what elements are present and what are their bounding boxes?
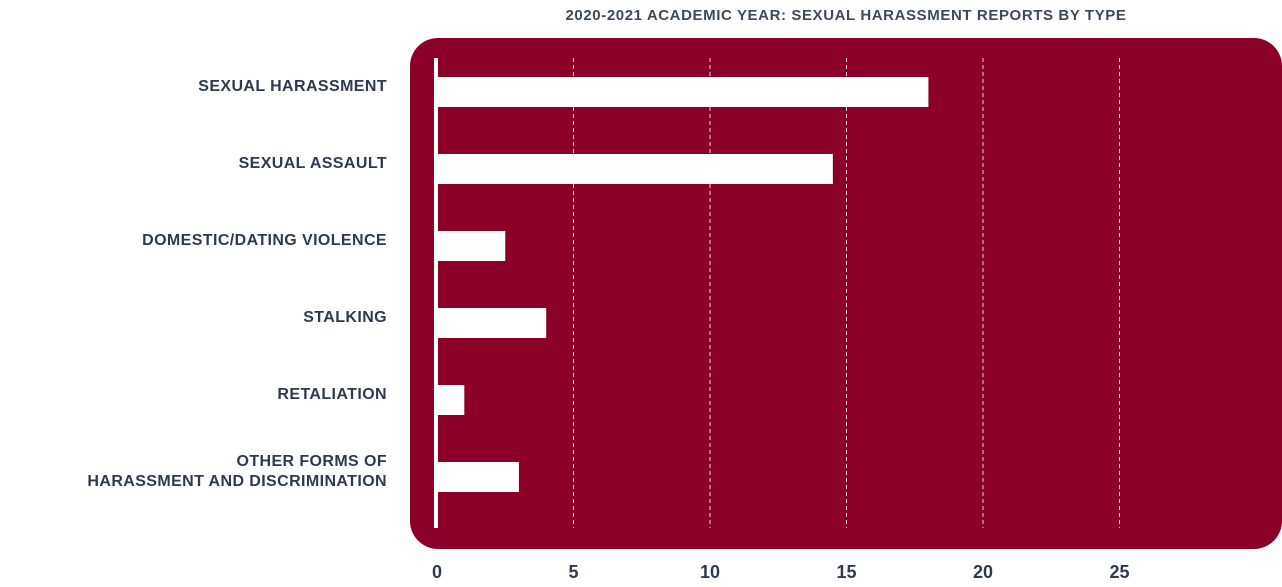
x-tick-label-5: 5	[568, 562, 579, 582]
bar-2	[437, 231, 506, 261]
chart-title: 2020-2021 ACADEMIC YEAR: SEXUAL HARASSME…	[565, 7, 1127, 24]
bar-4	[437, 385, 465, 415]
bar-1	[437, 154, 833, 184]
x-tick-label-10: 10	[699, 562, 721, 582]
x-tick-label-0: 0	[431, 562, 442, 582]
category-label-2: DOMESTIC/DATING VIOLENCE	[142, 232, 387, 249]
bar-0	[437, 77, 929, 107]
category-label-5: OTHER FORMS OF HARASSMENT AND DISCRIMINA…	[87, 453, 387, 490]
category-label-0: SEXUAL HARASSMENT	[198, 78, 387, 95]
bar-5	[437, 462, 519, 492]
category-label-1: SEXUAL ASSAULT	[238, 155, 387, 172]
x-tick-label-15: 15	[836, 562, 857, 582]
x-tick-label-25: 25	[1109, 562, 1130, 582]
bar-3	[437, 308, 547, 338]
category-label-3: STALKING	[303, 309, 387, 326]
category-label-4: RETALIATION	[277, 386, 387, 403]
x-tick-label-20: 20	[972, 562, 994, 582]
